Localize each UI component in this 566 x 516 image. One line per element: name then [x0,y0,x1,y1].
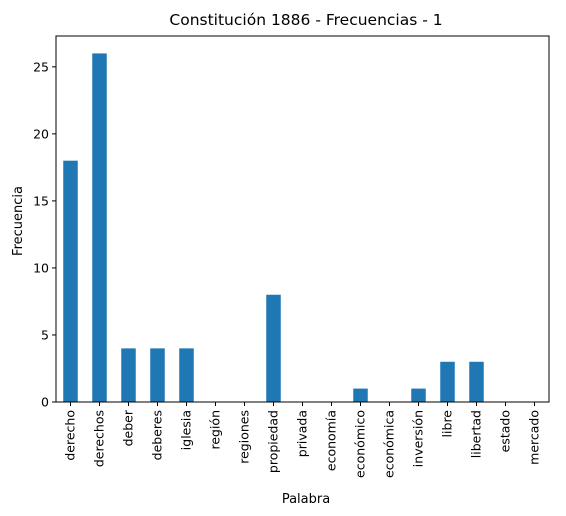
bar-libre [440,361,455,402]
bar-libertad [469,361,484,402]
bar-derecho [63,160,78,402]
bar-deber [121,348,136,402]
x-tick-label: deberes [150,410,165,460]
x-tick-label: económica [382,410,397,478]
x-tick-label: región [208,410,223,450]
chart-title: Constitución 1886 - Frecuencias - 1 [169,11,442,29]
plot-frame [55,35,550,403]
x-tick-label: económico [353,410,368,478]
bar-derechos [92,53,107,403]
y-tick-label: 15 [33,193,49,208]
y-tick-label: 5 [41,327,49,342]
x-tick-label: derecho [63,410,78,461]
bars-group [63,53,484,403]
x-tick-label: regiones [237,410,252,464]
x-axis: derecho derechos deber deberes iglesia región… [63,402,542,478]
bar-deberes [150,348,165,402]
y-axis-label: Frecuencia [11,186,26,256]
x-tick-label: economía [324,410,339,471]
bar-iglesia [179,348,194,402]
x-tick-label: inversión [411,410,426,467]
x-tick-label: mercado [527,410,542,465]
x-tick-label: iglesia [179,410,194,450]
y-tick-label: 0 [41,395,49,410]
x-tick-label: deber [121,409,136,446]
x-tick-label: propiedad [266,410,281,473]
x-axis-label: Palabra [282,492,330,507]
bar-económico [353,388,368,402]
x-tick-label: derechos [92,410,107,467]
x-tick-label: libertad [469,410,484,458]
x-tick-label: libre [440,410,455,438]
y-tick-label: 20 [33,126,49,141]
x-tick-label: privada [295,410,310,457]
bar-inversión [411,388,426,402]
y-tick-label: 10 [33,260,49,275]
y-tick-label: 25 [33,59,49,74]
bar-propiedad [266,294,281,402]
y-axis: 0 5 10 15 20 25 [33,59,56,410]
x-tick-label: estado [498,410,513,452]
